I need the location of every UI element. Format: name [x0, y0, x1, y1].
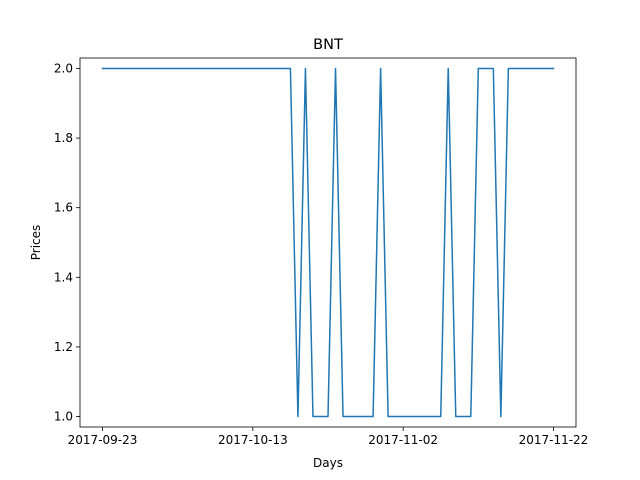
x-tick-label: 2017-11-22	[519, 433, 589, 447]
x-tick-label: 2017-10-13	[218, 433, 288, 447]
y-tick-label: 2.0	[54, 61, 73, 75]
x-axis-ticks: 2017-09-23 2017-10-13 2017-11-02 2017-11-22	[68, 427, 589, 447]
plot-area-frame	[79, 57, 577, 428]
x-tick-label: 2017-09-23	[68, 433, 138, 447]
chart-title: BNT	[313, 37, 343, 53]
x-axis-label: Days	[313, 456, 343, 470]
y-axis-label: Prices	[29, 225, 43, 261]
y-tick-label: 1.6	[54, 201, 73, 215]
y-tick-label: 1.8	[54, 131, 73, 145]
y-tick-label: 1.2	[54, 340, 73, 354]
y-tick-label: 1.0	[54, 410, 73, 424]
y-tick-label: 1.4	[54, 270, 73, 284]
price-series-line	[101, 67, 555, 418]
y-axis-ticks: 1.0 1.2 1.4 1.6 1.8 2.0	[54, 61, 80, 424]
x-tick-label: 2017-11-02	[368, 433, 438, 447]
